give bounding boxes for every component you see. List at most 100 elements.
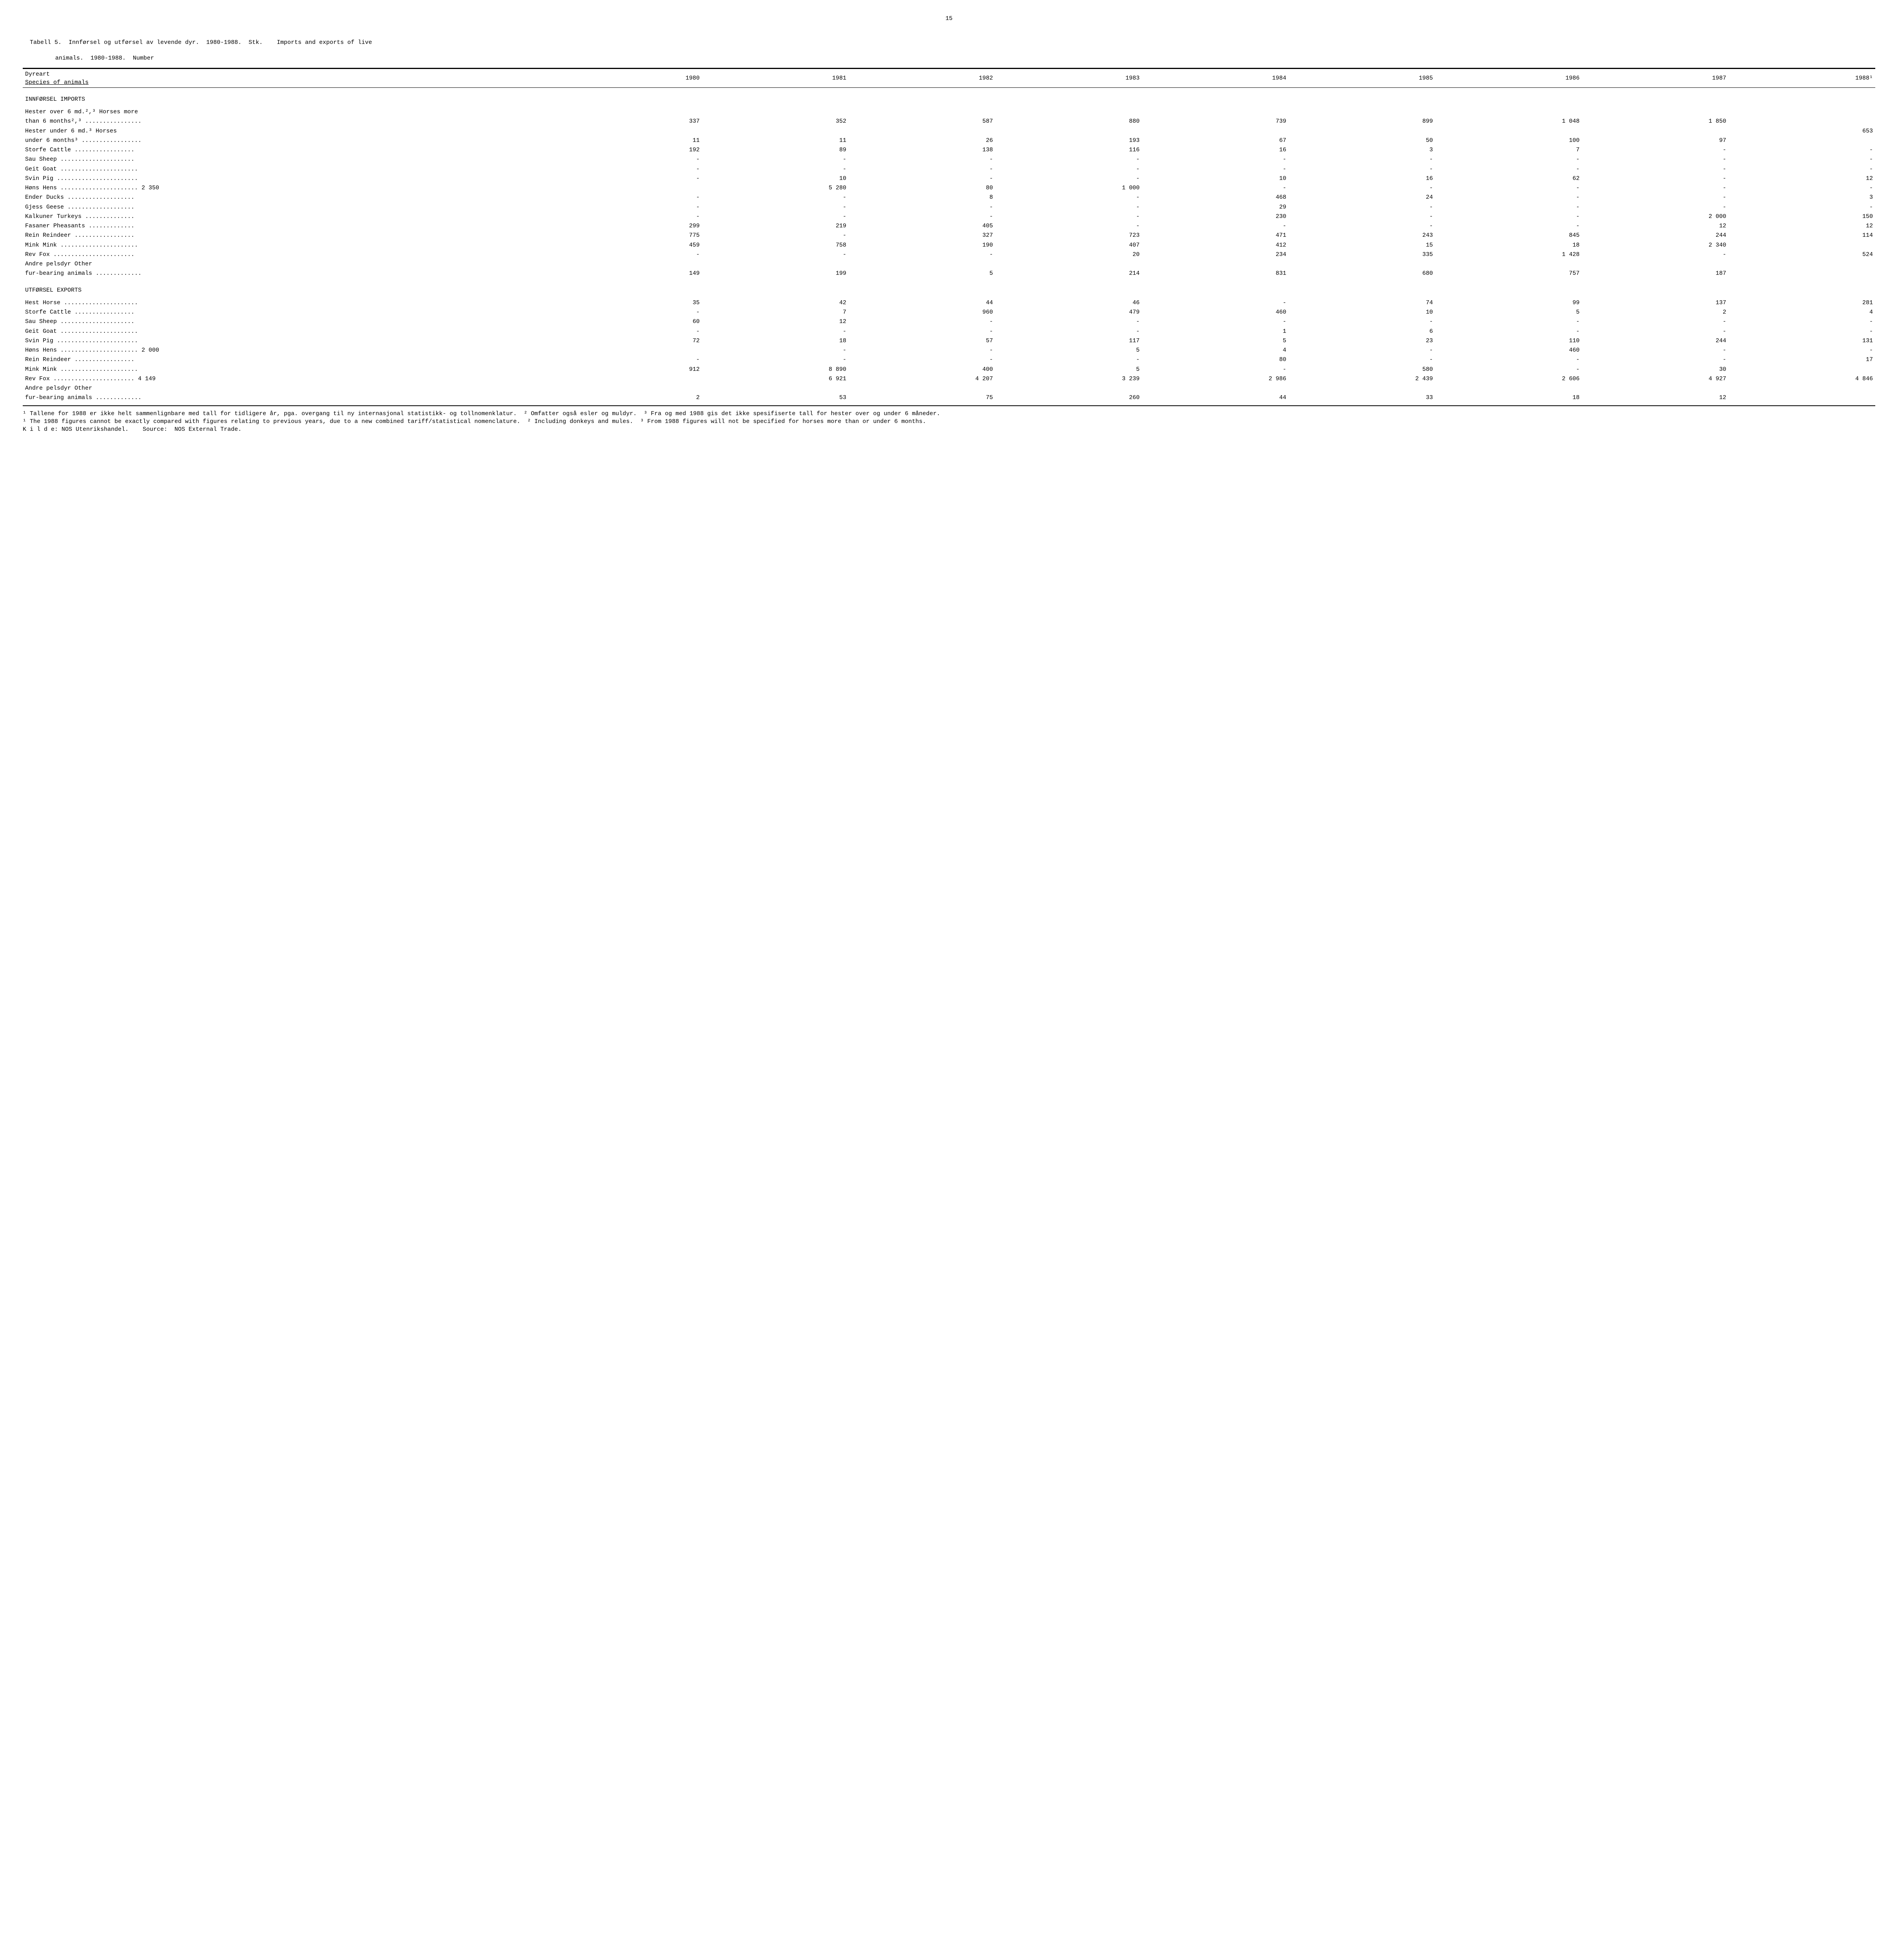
table-row: Andre pelsdyr Other (23, 260, 1875, 269)
cell-value (579, 107, 702, 117)
cell-value: 18 (1435, 241, 1582, 250)
cell-value: - (849, 165, 995, 174)
cell-value: - (1288, 183, 1435, 193)
table-row: Høns Hens ...................... 2 000--… (23, 346, 1875, 355)
cell-value: 33 (1288, 393, 1435, 403)
cell-value: 60 (579, 317, 702, 327)
cell-value (1729, 269, 1875, 278)
cell-value: 775 (579, 231, 702, 240)
cell-value: - (995, 203, 1142, 212)
cell-value: 845 (1435, 231, 1582, 240)
table-row: Geit Goat ......................--------… (23, 165, 1875, 174)
cell-value: - (1435, 203, 1582, 212)
cell-value: - (1288, 203, 1435, 212)
cell-value (579, 374, 702, 384)
col-year: 1980 (579, 69, 702, 87)
cell-value: 6 (1288, 327, 1435, 336)
cell-value: - (1582, 155, 1729, 164)
cell-value: - (1435, 355, 1582, 365)
cell-value: 18 (1435, 393, 1582, 403)
cell-value (702, 260, 849, 269)
cell-value: 20 (995, 250, 1142, 260)
cell-value: - (1142, 183, 1288, 193)
cell-value: 757 (1435, 269, 1582, 278)
cell-value: - (1288, 165, 1435, 174)
cell-value (1729, 136, 1875, 145)
cell-value: 1 850 (1582, 117, 1729, 126)
cell-value: 4 927 (1582, 374, 1729, 384)
cell-value: 244 (1582, 336, 1729, 346)
cell-value: - (1435, 317, 1582, 327)
cell-value: - (1582, 193, 1729, 202)
col-year: 1981 (702, 69, 849, 87)
cell-value: - (849, 203, 995, 212)
cell-value (579, 384, 702, 393)
row-label: Rev Fox ....................... (23, 250, 579, 260)
cell-value (1142, 107, 1288, 117)
cell-value: 12 (1582, 221, 1729, 231)
cell-value (702, 107, 849, 117)
cell-value: 35 (579, 298, 702, 308)
cell-value: - (849, 250, 995, 260)
cell-value: 11 (579, 136, 702, 145)
cell-value: - (849, 212, 995, 221)
cell-value: - (1288, 155, 1435, 164)
cell-value: 5 (1435, 308, 1582, 317)
cell-value: 653 (1729, 127, 1875, 136)
cell-value: - (1729, 346, 1875, 355)
table-row: Rev Fox .......................---202343… (23, 250, 1875, 260)
cell-value: 23 (1288, 336, 1435, 346)
header-species: Dyreart Species of animals (23, 69, 579, 87)
cell-value (702, 127, 849, 136)
cell-value: 62 (1435, 174, 1582, 183)
table-row: Gjess Geese ...................----29---… (23, 203, 1875, 212)
table-row: Svin Pig .......................-10--101… (23, 174, 1875, 183)
cell-value: 281 (1729, 298, 1875, 308)
cell-value (1729, 117, 1875, 126)
cell-value: 337 (579, 117, 702, 126)
cell-value: - (579, 308, 702, 317)
table-row: fur-bearing animals .............1491995… (23, 269, 1875, 278)
cell-value: 138 (849, 145, 995, 155)
cell-value: 2 439 (1288, 374, 1435, 384)
cell-value: 12 (702, 317, 849, 327)
cell-value: - (579, 250, 702, 260)
col-year: 1987 (1582, 69, 1729, 87)
cell-value (1582, 260, 1729, 269)
table-row: than 6 months²,³ ................3373525… (23, 117, 1875, 126)
cell-value: 2 986 (1142, 374, 1288, 384)
cell-value: - (995, 155, 1142, 164)
table-row: Sau Sheep .....................6012-----… (23, 317, 1875, 327)
cell-value (579, 127, 702, 136)
cell-value: 880 (995, 117, 1142, 126)
table-row: Rein Reindeer .................775-32772… (23, 231, 1875, 240)
cell-value: - (579, 203, 702, 212)
cell-value: 460 (1142, 308, 1288, 317)
cell-value: 723 (995, 231, 1142, 240)
row-label: Svin Pig ....................... (23, 174, 579, 183)
cell-value: - (702, 231, 849, 240)
cell-value: - (1288, 317, 1435, 327)
cell-value: 192 (579, 145, 702, 155)
cell-value: - (1435, 183, 1582, 193)
cell-value: 214 (995, 269, 1142, 278)
cell-value: - (995, 212, 1142, 221)
row-label: Andre pelsdyr Other (23, 384, 579, 393)
cell-value: - (579, 174, 702, 183)
cell-value: - (1729, 165, 1875, 174)
cell-value: 243 (1288, 231, 1435, 240)
cell-value: 74 (1288, 298, 1435, 308)
cell-value: - (1435, 155, 1582, 164)
cell-value (579, 346, 702, 355)
cell-value (1288, 107, 1435, 117)
cell-value: 400 (849, 365, 995, 374)
table-caption: Tabell 5. Innførsel og utførsel av leven… (23, 31, 1875, 62)
footnotes: ¹ Tallene for 1988 er ikke helt sammenli… (23, 410, 1875, 434)
cell-value: 97 (1582, 136, 1729, 145)
cell-value: - (995, 174, 1142, 183)
cell-value: - (702, 203, 849, 212)
cell-value (579, 183, 702, 193)
cell-value (1582, 127, 1729, 136)
cell-value: 407 (995, 241, 1142, 250)
cell-value: 26 (849, 136, 995, 145)
